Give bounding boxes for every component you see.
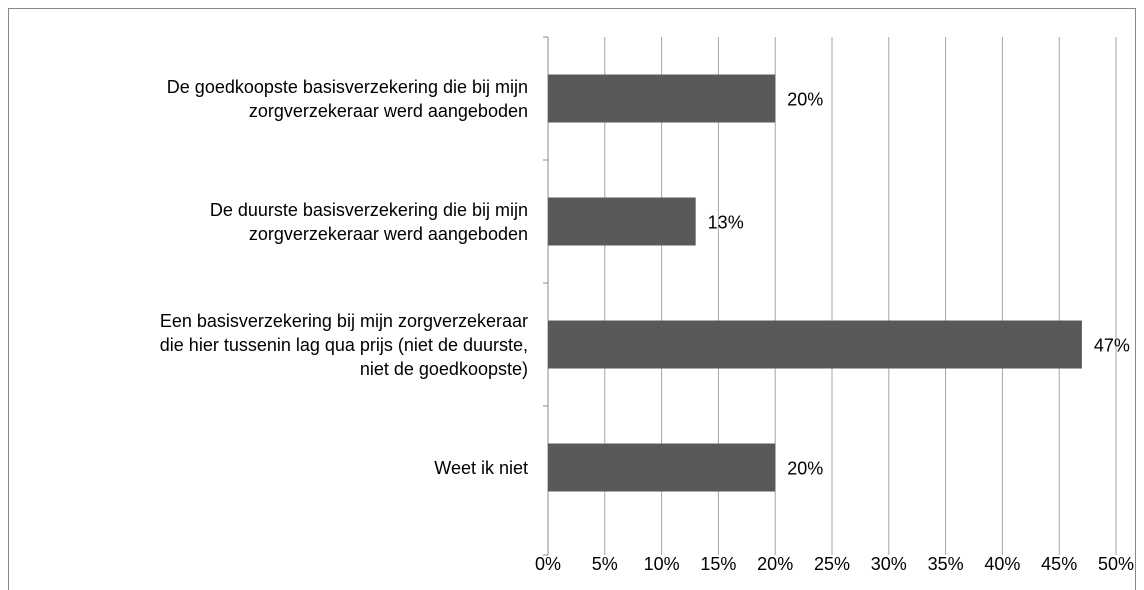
bar	[548, 197, 696, 246]
x-tick-label: 20%	[757, 554, 793, 574]
data-label: 20%	[787, 458, 823, 478]
x-tick-label: 50%	[1098, 554, 1134, 574]
x-tick-label: 25%	[814, 554, 850, 574]
category-label: Een basisverzekering bij mijn zorgverzek…	[159, 310, 528, 379]
category-label: De goedkoopste basisverzekering die bij …	[166, 76, 528, 121]
chart-border	[8, 8, 1136, 590]
category-label: Weet ik niet	[434, 457, 528, 478]
bar	[548, 443, 776, 492]
x-tick-label: 35%	[928, 554, 964, 574]
category-label: De duurste basisverzekering die bij mijn…	[209, 199, 528, 244]
data-label: 20%	[787, 89, 823, 109]
x-tick-label: 10%	[644, 554, 680, 574]
x-tick-label: 30%	[871, 554, 907, 574]
data-label: 47%	[1094, 335, 1130, 355]
bar	[548, 74, 776, 123]
x-tick-label: 15%	[700, 554, 736, 574]
x-tick-label: 45%	[1041, 554, 1077, 574]
x-tick-label: 40%	[984, 554, 1020, 574]
x-tick-label: 5%	[592, 554, 618, 574]
bar	[548, 320, 1082, 369]
data-label: 13%	[708, 212, 744, 232]
x-tick-label: 0%	[535, 554, 561, 574]
